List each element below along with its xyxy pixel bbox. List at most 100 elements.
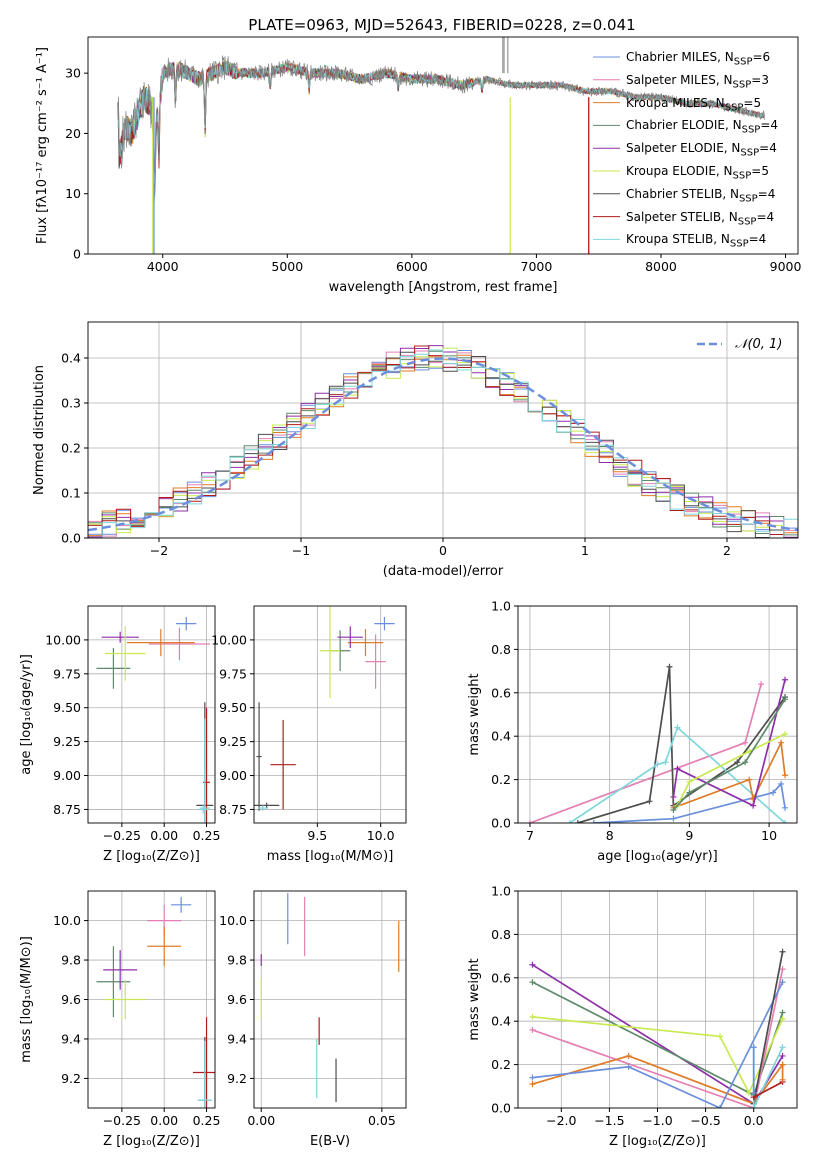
plot-area-age_vs_metallicity: [96, 616, 214, 823]
errorbar-point-kroupa_elodie: [319, 606, 341, 699]
axes-mass_vs_ebv: 0.00 0.05 9.2 9.4 9.6 9.8 10.0 E(B-V): [219, 890, 407, 1149]
x-tick-label: 10: [761, 828, 777, 843]
errorbar-point-chabrier_miles: [176, 616, 197, 631]
mass-weight-line-chabrier_miles: [532, 981, 784, 1108]
errorbar-point-kroupa_miles: [126, 629, 195, 657]
y-tick-label: 9.25: [219, 734, 247, 749]
mass-weight-line-kroupa_miles: [532, 1055, 784, 1105]
y-tick-label: 10: [65, 186, 81, 201]
legend-label-salpeter_elodie: Salpeter ELODIE, NSSP=4: [626, 141, 777, 158]
y-axis-label: Normed distribution: [32, 365, 47, 495]
y-tick-label: 0.4: [61, 351, 81, 366]
errorbar-point-chabrier_miles: [374, 616, 395, 631]
axes-frame: [87, 36, 799, 255]
mass-weight-marker: [782, 676, 789, 683]
x-tick-label: −0.5: [690, 1113, 720, 1128]
x-tick-label: 10.0: [367, 828, 395, 843]
axes-frame: [253, 605, 407, 824]
y-tick-label: 9.6: [227, 992, 247, 1007]
y-tick-label: 0.4: [491, 1014, 511, 1029]
y-tick-label: 0.4: [491, 729, 511, 744]
mass-weight-marker: [750, 802, 757, 809]
y-tick-label: 9.4: [61, 1031, 81, 1046]
mass-weight-marker: [779, 966, 786, 973]
mass-weight-marker: [590, 820, 597, 823]
x-tick-label: 0.05: [368, 1113, 396, 1128]
x-axis-label: age [log₁₀(age/yr)]: [597, 849, 718, 864]
mass-weight-line-salpeter_elodie: [672, 679, 786, 807]
axes-age_vs_metallicity: −0.25 0.00 0.25 8.75 9.00 9.25 9.50 9.75 10.00 Z …: [19, 605, 221, 864]
errorbar-point-salpeter_miles: [365, 634, 386, 689]
mass-weight-marker: [746, 776, 753, 783]
mass-weight-marker: [670, 815, 677, 822]
mass-weight-marker: [779, 1009, 786, 1016]
spectrum-legend: Chabrier MILES, NSSP=6 Salpeter MILES, NS…: [593, 50, 778, 250]
mass-weight-marker: [646, 798, 653, 805]
mass-weight-marker: [779, 1052, 786, 1059]
mass-weight-marker: [654, 761, 661, 768]
y-tick-label: 8.75: [219, 802, 247, 817]
y-tick-label: 9.6: [61, 992, 81, 1007]
mass-weight-marker: [674, 724, 681, 731]
x-tick-label: −0.25: [103, 828, 141, 843]
y-tick-label: 9.2: [227, 1071, 247, 1086]
y-axis-label: mass weight: [467, 673, 482, 755]
errorbar-point-chabrier_stelib: [256, 702, 262, 811]
mass-weight-marker: [625, 1052, 632, 1059]
y-tick-label: 0.2: [61, 441, 81, 456]
x-tick-label: −2.0: [546, 1113, 576, 1128]
mass-weight-marker: [779, 1061, 786, 1068]
mass-weight-marker: [750, 1105, 757, 1108]
mass-weight-marker: [734, 759, 741, 766]
y-axis-label: mass [log₁₀(M/M⊙)]: [19, 936, 34, 1063]
y-tick-label: 0.6: [491, 685, 511, 700]
errorbar-point-kroupa_elodie: [104, 979, 146, 1020]
y-tick-label: 9.8: [61, 953, 81, 968]
x-tick-label: 9000: [770, 259, 802, 274]
figure-title: PLATE=0963, MJD=52643, FIBERID=0228, z=0…: [248, 16, 635, 34]
plot-area-age_vs_mass: [254, 606, 395, 811]
plot-area-mass_weight_vs_metallicity: [529, 948, 786, 1108]
plot-area-mass_vs_metallicity: [96, 896, 215, 1108]
y-tick-label: 10.0: [219, 913, 247, 928]
x-tick-label: 0: [439, 543, 447, 558]
mass-weight-marker: [529, 1026, 536, 1033]
mass-weight-marker: [670, 806, 677, 813]
x-axis-label: E(B-V): [310, 1134, 350, 1149]
x-tick-label: −2: [150, 543, 168, 558]
legend-label-chabrier_stelib: Chabrier STELIB, NSSP=4: [626, 187, 775, 204]
legend-label-chabrier_miles: Chabrier MILES, NSSP=6: [626, 50, 770, 67]
y-tick-label: 0.3: [61, 396, 81, 411]
mass-weight-marker: [529, 1074, 536, 1081]
y-axis-label: mass weight: [467, 958, 482, 1040]
y-tick-label: 8.75: [53, 802, 81, 817]
mass-weight-marker: [717, 1033, 724, 1040]
mass-weight-marker: [782, 804, 789, 811]
axes-spectrum: 4000 5000 6000 7000 8000 9000 0 10 20 30 wavelengt…: [35, 36, 802, 295]
y-tick-label: 9.75: [53, 666, 81, 681]
errorbar-point-kroupa_stelib: [199, 718, 210, 823]
mass-weight-line-kroupa_elodie: [532, 1016, 784, 1095]
mass-weight-marker: [782, 820, 789, 823]
mass-weight-marker: [750, 1044, 757, 1051]
mass-weight-marker: [529, 1013, 536, 1020]
y-tick-label: 9.50: [53, 700, 81, 715]
errorbar-point-salpeter_stelib: [192, 1017, 215, 1108]
plot-area-mass_vs_ebv: [260, 892, 400, 1103]
x-tick-label: 0.25: [193, 828, 221, 843]
mass-weight-line-chabrier_elodie: [672, 698, 786, 811]
y-tick-label: 9.00: [53, 768, 81, 783]
y-tick-label: 9.50: [219, 700, 247, 715]
legend-label-salpeter_miles: Salpeter MILES, NSSP=3: [626, 73, 769, 90]
mass-weight-marker: [686, 789, 693, 796]
mass-weight-marker: [717, 1105, 724, 1108]
legend-label-gaussian: 𝒩(0, 1): [735, 337, 782, 352]
axes-residual_histogram: −2 −1 0 1 2 0.0 0.1 0.2 0.3 0.4 (data-model)/error…: [32, 321, 799, 579]
observed-spectrum: [117, 55, 765, 197]
mass-weight-marker: [779, 979, 786, 986]
mass-weight-marker: [529, 979, 536, 986]
y-tick-label: 0.6: [491, 970, 511, 985]
gaussian-reference-curve: [88, 357, 798, 532]
errorbar-point-kroupa_miles: [347, 629, 384, 657]
